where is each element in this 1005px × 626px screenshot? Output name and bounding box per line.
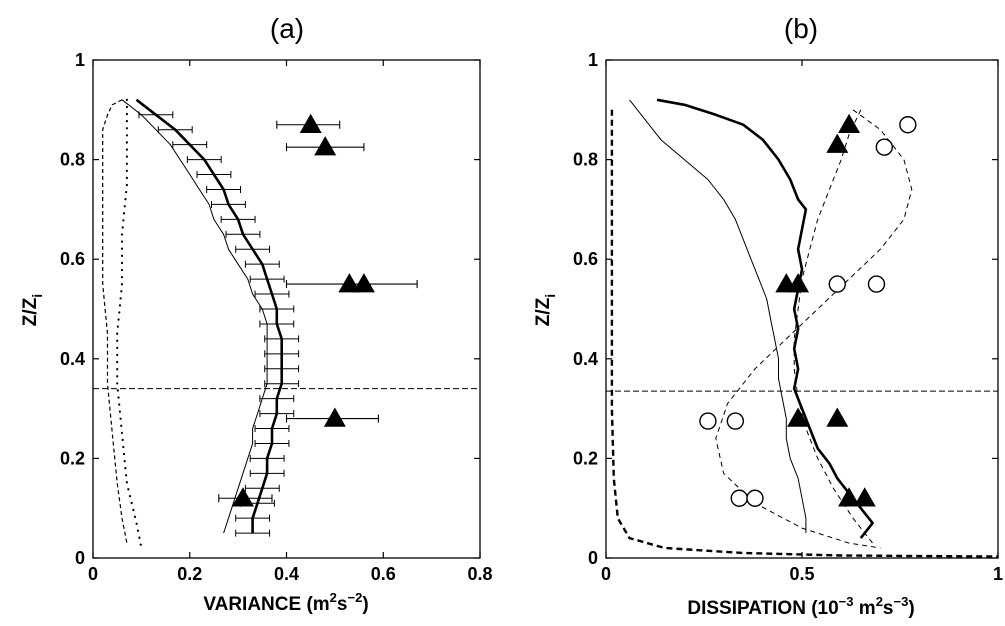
- panel-b-triangle-marker: [838, 487, 861, 507]
- panel-b-xtick-label: 1: [993, 564, 1003, 584]
- panel-b-circle-marker: [730, 489, 748, 507]
- panel-b-ytick-label: 0.6: [573, 249, 598, 269]
- panel-a-triangle-marker: [231, 487, 254, 507]
- panel-a-xtick-label: 0.4: [274, 564, 299, 584]
- panel-b-series-thin-dashed-3: [793, 109, 873, 544]
- panel-b-series-thick-solid-0: [656, 98, 874, 539]
- panel-b-ylabel: Z/Zi: [533, 294, 558, 326]
- panel-b-series-thin-solid-1: [629, 99, 807, 534]
- panel-a-triangle-marker: [338, 273, 361, 293]
- panel-b-triangle-marker: [826, 133, 849, 153]
- panel-b-series-thin-dashed-2: [715, 109, 913, 549]
- panel-b-circle-marker: [828, 275, 846, 293]
- panel-a-series-thin-solid-1: [121, 99, 268, 534]
- panel-a-ytick-label: 0.2: [60, 448, 85, 468]
- panel-b-circle-marker: [746, 489, 764, 507]
- panel-b-circle-marker: [867, 275, 886, 293]
- panel-b-circle-marker: [699, 412, 717, 430]
- panel-a-xtick-label: 0.8: [467, 564, 492, 584]
- panel-a-ticks: 0 0.2 0.4 0.6 0.8 0 0.2 0.4 0.6 0.8 1: [60, 50, 493, 584]
- panel-b-circle-marker: [726, 412, 745, 430]
- panel-a-series-dashed-2: [102, 99, 128, 544]
- panel-a-xtick-label: 0.6: [371, 564, 396, 584]
- panel-a-plot-area: [93, 98, 480, 550]
- panel-b-ytick-label: 0.4: [573, 349, 598, 369]
- panel-b-triangle-marker: [787, 407, 810, 427]
- panel-b-triangle-marker: [787, 273, 810, 293]
- panel-a-xtick-label: 0.2: [177, 564, 202, 584]
- panel-b-circle-marker: [899, 116, 917, 134]
- panel-a-ylabel: Z/Zi: [20, 294, 45, 326]
- panel-a-ytick-label: 0: [75, 548, 85, 568]
- panel-a-series-dotted-3: [116, 98, 143, 550]
- panel-a-series-thick-solid-0: [135, 98, 283, 534]
- panel-b-ytick-label: 1: [588, 50, 598, 70]
- panel-a-triangle-marker: [299, 113, 322, 133]
- panel-b-triangle-marker: [853, 487, 876, 507]
- panel-a-ytick-label: 0.6: [60, 249, 85, 269]
- panel-b-triangle-marker: [826, 407, 849, 427]
- panel-b-frame: [605, 59, 999, 559]
- panel-b-series-thick-dashed-4: [610, 109, 999, 558]
- panel-a-ytick-label: 0.8: [60, 150, 85, 170]
- panel-a-triangle-marker: [352, 273, 375, 293]
- panel-a-xlabel: VARIANCE (m2s−2): [203, 590, 368, 615]
- panel-b-title: (b): [784, 13, 818, 44]
- panel-a-ytick-label: 1: [75, 50, 85, 70]
- panel-b-xtick-label: 0: [601, 564, 611, 584]
- panel-a-xtick-label: 0: [88, 564, 98, 584]
- panel-a-title: (a): [270, 13, 304, 44]
- panel-b-ticks: 0 0.5 1 0 0.2 0.4 0.6 0.8 1: [573, 50, 1003, 584]
- panel-b-xlabel: DISSIPATION (10−3 m2s−3): [687, 594, 914, 619]
- panel-b-triangle-marker: [838, 113, 861, 133]
- panel-a: (a) 0 0.2 0.4 0.6 0.8 0 0.2 0.4 0.6 0.8 1 VARIANCE…: [20, 13, 493, 615]
- panel-b-plot-area: [606, 98, 999, 558]
- panel-b-ytick-label: 0.2: [573, 448, 598, 468]
- panel-b: (b) 0 0.5 1 0 0.2 0.4 0.6 0.8 1 DISSIPATION (10−…: [533, 13, 1003, 619]
- panel-b-xtick-label: 0.5: [789, 564, 814, 584]
- panel-a-triangle-marker: [314, 136, 337, 156]
- panel-a-triangle-marker: [323, 407, 346, 427]
- panel-b-ytick-label: 0: [588, 548, 598, 568]
- panel-b-circle-marker: [875, 138, 894, 156]
- panel-a-ytick-label: 0.4: [60, 349, 85, 369]
- panel-b-ytick-label: 0.8: [573, 150, 598, 170]
